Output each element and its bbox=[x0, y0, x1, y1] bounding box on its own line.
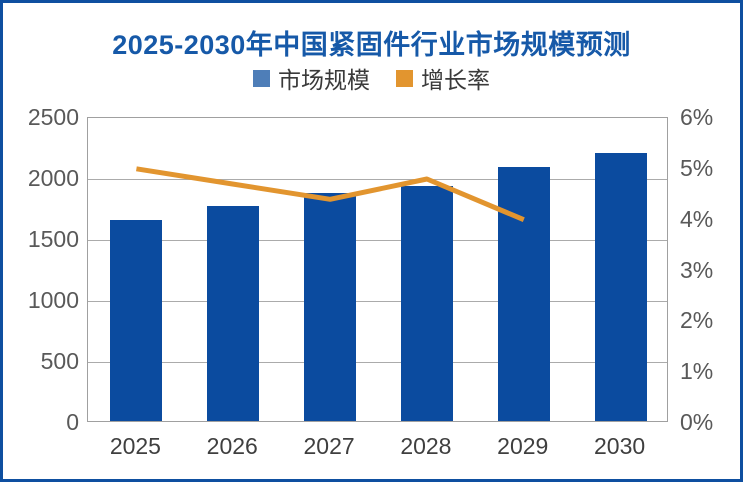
bar-2025 bbox=[110, 219, 163, 421]
gridline-1000 bbox=[88, 301, 667, 302]
right-axis-label-6pct: 6% bbox=[680, 104, 714, 130]
chart-title: 2025-2030年中国紧固件行业市场规模预测 bbox=[112, 30, 631, 60]
legend-label-growth-rate: 增长率 bbox=[421, 67, 490, 93]
right-axis-label-1pct: 1% bbox=[680, 358, 714, 385]
x-axis-label-2025: 2025 bbox=[109, 433, 161, 459]
right-axis-label-3pct: 3% bbox=[680, 256, 714, 283]
x-axis-label-2026: 2026 bbox=[206, 433, 258, 459]
bar-2029 bbox=[497, 167, 550, 421]
left-axis-label-2500: 2500 bbox=[27, 104, 79, 130]
legend-item-growth-rate: 增长率 bbox=[396, 61, 490, 95]
right-axis-label-4pct: 4% bbox=[680, 205, 714, 232]
x-axis-label-2027: 2027 bbox=[303, 433, 355, 459]
right-axis-label-2pct: 2% bbox=[680, 307, 714, 334]
legend-swatch-market-size-icon bbox=[253, 69, 270, 87]
bar-2027 bbox=[304, 192, 357, 421]
legend-swatch-growth-rate-icon bbox=[396, 69, 413, 87]
right-axis-label-5pct: 5% bbox=[680, 154, 714, 181]
gridline-500 bbox=[88, 362, 667, 363]
legend-label-market-size: 市场规模 bbox=[278, 67, 370, 93]
bar-2030 bbox=[594, 152, 647, 421]
x-axis-label-2029: 2029 bbox=[497, 433, 549, 459]
left-axis-label-0: 0 bbox=[66, 409, 79, 435]
x-axis-label-2030: 2030 bbox=[593, 433, 646, 459]
growth-rate-line bbox=[136, 166, 525, 223]
bar-2026 bbox=[207, 206, 260, 421]
legend-item-market-size: 市场规模 bbox=[253, 61, 370, 95]
left-axis-label-1500: 1500 bbox=[27, 226, 79, 252]
x-axis-label-2028: 2028 bbox=[400, 433, 452, 459]
gridline-1500 bbox=[88, 240, 667, 241]
gridline-2000 bbox=[88, 179, 667, 180]
left-axis-label-500: 500 bbox=[40, 348, 79, 374]
plot-area bbox=[87, 117, 668, 422]
right-axis-label-0pct: 0% bbox=[680, 409, 714, 435]
bar-2028 bbox=[400, 185, 453, 421]
left-axis-label-2000: 2000 bbox=[27, 165, 79, 191]
left-axis-label-1000: 1000 bbox=[27, 287, 79, 313]
legend: 市场规模 增长率 bbox=[3, 65, 740, 93]
